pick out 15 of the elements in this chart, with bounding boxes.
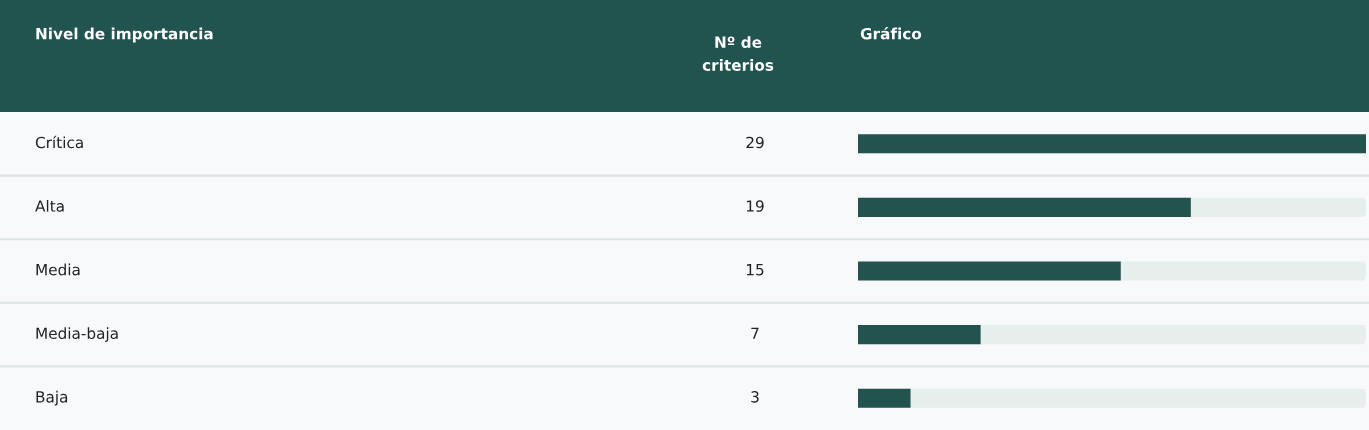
y-tick-label: Media-baja bbox=[36, 327, 118, 342]
text: Nº de criterios bbox=[702, 36, 774, 71]
data-label: 3 bbox=[751, 391, 759, 403]
bar bbox=[858, 388, 911, 408]
bar bbox=[858, 325, 981, 345]
y-tick-label: Crítica bbox=[35, 135, 83, 149]
y-tick-label: Media bbox=[36, 263, 80, 276]
data-label: 19 bbox=[746, 200, 764, 212]
text: Gráfico bbox=[860, 27, 922, 40]
data-label: 7 bbox=[751, 327, 759, 339]
text: Nivel de importancia bbox=[36, 27, 213, 43]
y-tick-label: Alta bbox=[35, 200, 64, 212]
y-tick-label: Baja bbox=[36, 390, 68, 406]
data-label: 15 bbox=[746, 264, 764, 276]
data-label: 29 bbox=[746, 136, 764, 149]
